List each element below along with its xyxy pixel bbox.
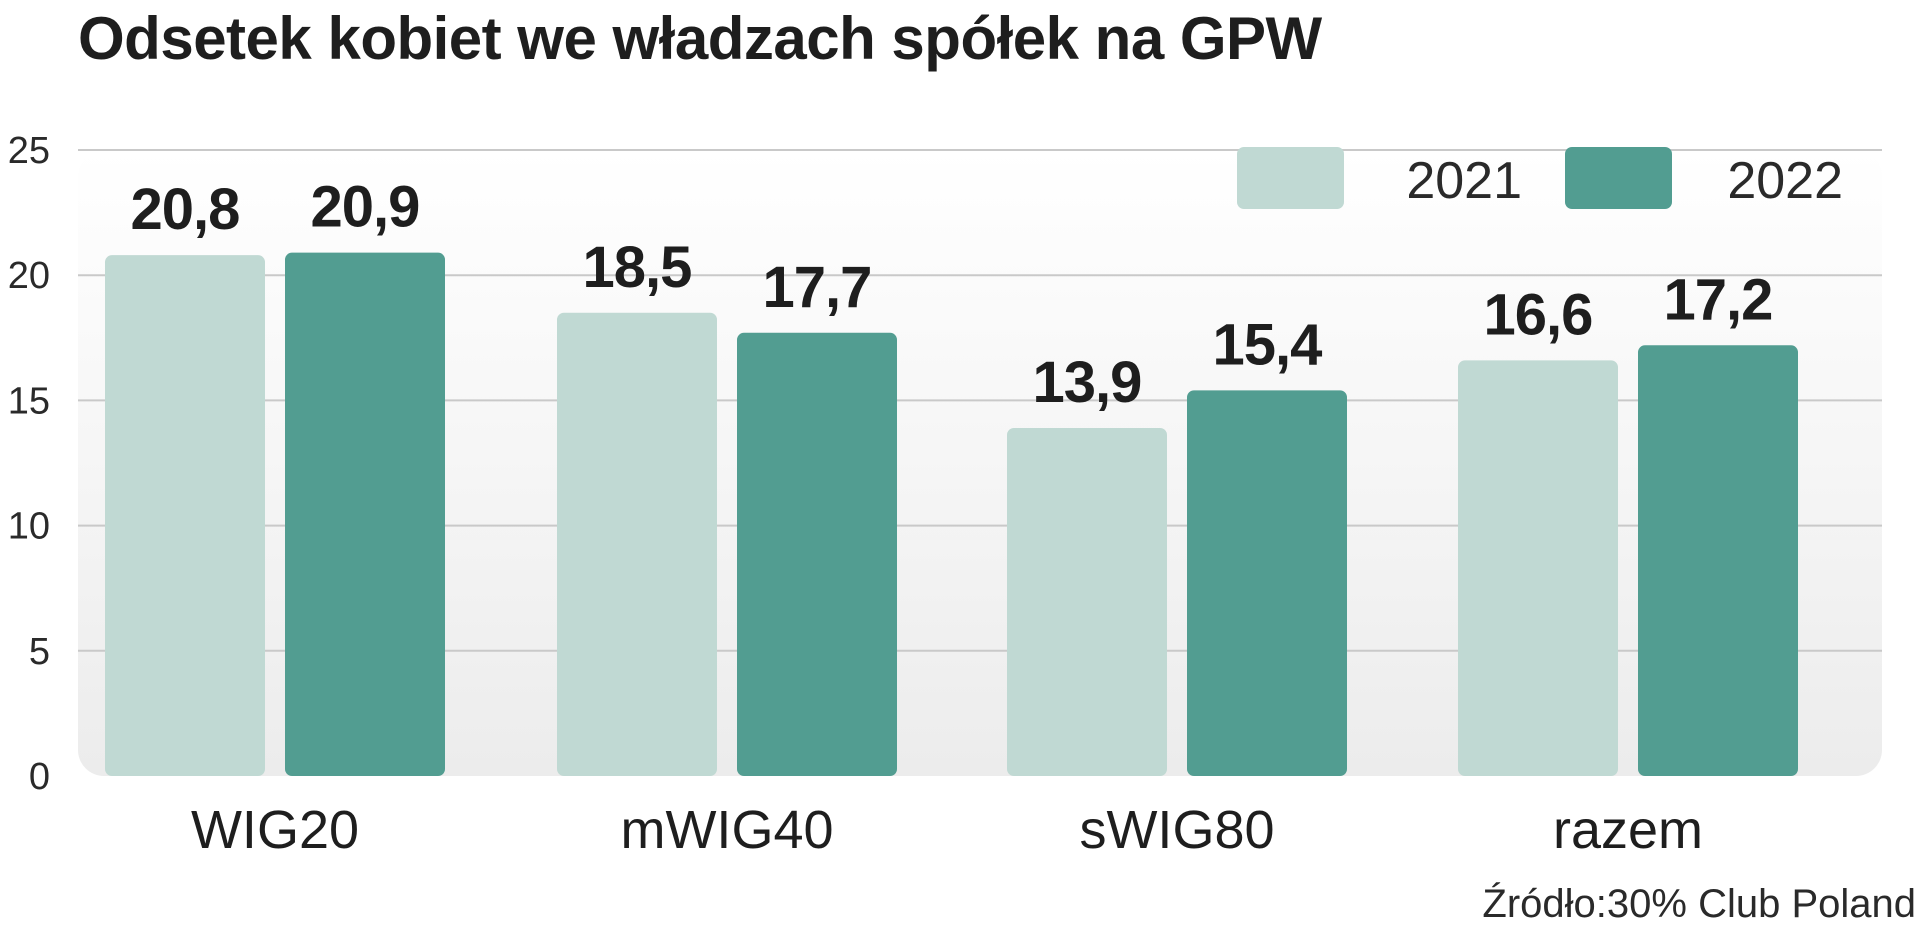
legend-swatch-2022 <box>1565 147 1672 209</box>
data-label-razem-2022: 17,2 <box>1664 267 1773 332</box>
y-tick-label: 5 <box>29 631 50 673</box>
y-tick-label: 10 <box>8 506 50 548</box>
y-tick-label: 0 <box>29 756 50 798</box>
y-tick-label: 15 <box>8 380 50 422</box>
data-label-swig80-2022: 15,4 <box>1213 312 1323 377</box>
category-label-wig20: WIG20 <box>191 800 359 860</box>
bar-wig20-2021 <box>105 255 265 777</box>
bar-razem-2021 <box>1458 360 1618 776</box>
legend-label-2021: 2021 <box>1406 152 1522 210</box>
data-label-wig20-2021: 20,8 <box>131 177 240 242</box>
bar-mwig40-2022 <box>737 332 897 776</box>
bar-swig80-2021 <box>1007 427 1167 776</box>
category-label-razem: razem <box>1553 800 1703 860</box>
data-label-wig20-2022: 20,9 <box>311 175 420 240</box>
y-tick-label: 20 <box>8 255 50 297</box>
legend-label-2022: 2022 <box>1727 152 1843 210</box>
bar-razem-2022 <box>1638 345 1798 776</box>
data-label-swig80-2021: 13,9 <box>1033 350 1142 415</box>
legend-swatch-2021 <box>1237 147 1344 209</box>
category-label-swig80: sWIG80 <box>1079 800 1274 860</box>
bar-swig80-2022 <box>1187 390 1347 776</box>
plot-background <box>78 150 1882 776</box>
source-note: Źródło:30% Club Poland <box>1482 882 1916 926</box>
data-label-mwig40-2022: 17,7 <box>763 255 872 320</box>
data-label-razem-2021: 16,6 <box>1484 282 1593 347</box>
bar-mwig40-2021 <box>557 312 717 776</box>
y-tick-label: 25 <box>8 130 50 172</box>
category-label-mwig40: mWIG40 <box>620 800 833 860</box>
data-label-mwig40-2021: 18,5 <box>583 235 692 300</box>
bar-wig20-2022 <box>285 252 445 776</box>
chart-title: Odsetek kobiet we władzach spółek na GPW <box>78 5 1322 72</box>
